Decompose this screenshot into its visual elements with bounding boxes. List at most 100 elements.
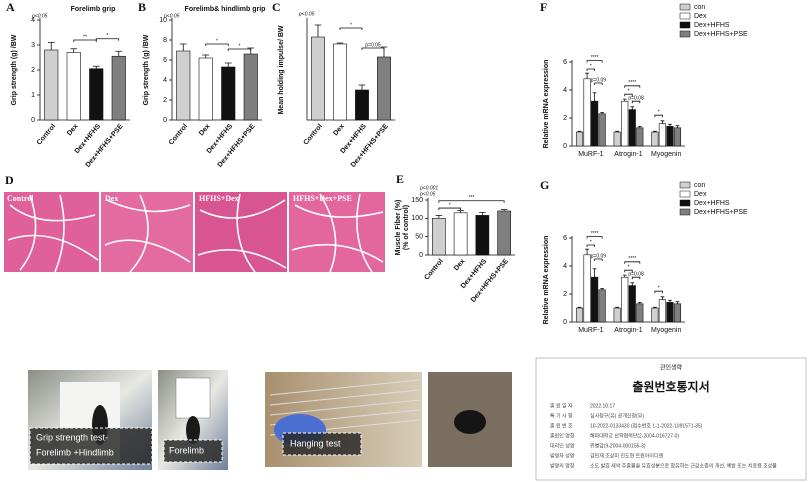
- bar: [176, 50, 191, 121]
- error-bar: [202, 54, 210, 58]
- note: p<0.05: [31, 13, 48, 19]
- error-bar: [615, 130, 620, 132]
- bar: [673, 127, 682, 147]
- significance-bracket: [586, 236, 603, 239]
- significance-label: *: [107, 33, 109, 39]
- bar: [333, 43, 347, 121]
- error-bar: [336, 42, 344, 44]
- panel-letter: A: [6, 0, 15, 14]
- photo-label-box: [29, 427, 153, 465]
- mouse: [186, 416, 200, 444]
- bar: [651, 307, 659, 323]
- y-tick-label: 8: [163, 37, 167, 44]
- panel-letter: G: [540, 178, 549, 192]
- photo-label: Hanging test: [290, 438, 341, 448]
- histology-label: Control: [7, 194, 34, 203]
- bar: [311, 36, 325, 121]
- x-tick-label: Dex: [198, 123, 212, 137]
- significance-label: *: [239, 43, 241, 49]
- significance-bracket: [594, 258, 603, 261]
- histology: D Control Dex HFHS+Dex HFHS+Dex+PSE: [4, 173, 385, 273]
- doc-field: 특 기 사 항: [550, 412, 573, 419]
- error-bar: [358, 84, 366, 90]
- legend-label: con: [694, 182, 705, 189]
- legend-swatch: [679, 12, 691, 20]
- legend-swatch: [679, 3, 691, 11]
- y-axis-label: (% of control): [403, 205, 410, 250]
- significance-bracket: [631, 100, 641, 104]
- significance-label: *: [449, 202, 451, 208]
- error-bar: [622, 274, 627, 278]
- error-bar: [668, 123, 672, 127]
- cage-wire: [269, 379, 421, 436]
- document-page: [535, 357, 807, 481]
- significance-bracket: [594, 82, 603, 85]
- bar: [666, 302, 674, 323]
- y-tick-label: 2: [563, 115, 567, 122]
- doc-field: 발명자 성명: [550, 452, 574, 459]
- bar: [591, 276, 599, 323]
- doc-value: 10-2022-0133430 (접수번호 1-1-2022-1091571-3…: [590, 422, 703, 429]
- note: p<0.05: [419, 191, 436, 197]
- y-axis-label: Relative mRNA expression: [543, 60, 550, 149]
- photo-label: Grip strength test-: [36, 432, 108, 442]
- error-bar: [585, 248, 589, 255]
- significance-bracket: [654, 114, 663, 118]
- y-tick-label: 1: [31, 92, 35, 99]
- significance-bracket: [339, 27, 363, 30]
- significance-bracket: [361, 47, 385, 50]
- y-tick-label: 0: [563, 319, 567, 326]
- bar: [658, 299, 666, 323]
- significance-bracket: [205, 43, 229, 46]
- error-bar: [675, 125, 680, 128]
- doc-value: 김민재 조상미 진도현 트윈아이디엔: [590, 452, 664, 459]
- significance-label: *: [590, 63, 592, 69]
- histology-label: HFHS+Dex+PSE: [293, 194, 352, 203]
- chart-title: Forelimb grip: [71, 6, 116, 13]
- legend-label: Dex+HFHS+PSE: [694, 209, 748, 216]
- bar: [355, 89, 369, 121]
- y-tick-label: 2: [31, 67, 35, 74]
- x-tick-label: Control: [423, 258, 444, 282]
- error-bar: [115, 50, 123, 57]
- bar: [636, 127, 644, 147]
- bar: [636, 303, 644, 323]
- significance-label: p=0.09: [591, 253, 607, 259]
- bar: [628, 109, 636, 147]
- doc-value: 소도 발효 새싹 추출물을 유효성분으로 함유하는 근감소증의 개선, 예방 또…: [590, 462, 777, 469]
- x-tick-label: Control: [168, 123, 189, 147]
- bar: [613, 131, 621, 147]
- bar: [243, 53, 258, 121]
- bar: [658, 123, 666, 147]
- bar: [497, 210, 511, 256]
- legend-swatch: [679, 21, 691, 29]
- doc-value: 위병감(9-2004-000155-3): [590, 442, 646, 449]
- y-axis-label: Relative mRNA expression: [543, 236, 550, 325]
- doc-value: 해마대학교 산학협력단(2-2004-016727-0): [590, 432, 679, 439]
- y-tick-label: 10: [159, 17, 167, 24]
- significance-label: ***: [469, 195, 475, 201]
- y-tick-label: 6: [563, 59, 567, 66]
- bar: [621, 276, 629, 323]
- error-bar: [585, 72, 589, 79]
- x-tick-label: Dex: [66, 123, 80, 137]
- legend-swatch: [679, 181, 691, 189]
- photo-label: Forelimb +Hindlimb: [36, 447, 114, 457]
- significance-label: ****: [591, 55, 599, 61]
- significance-bracket: [586, 68, 595, 71]
- bar: [613, 307, 621, 323]
- doc-value: 2022.10.17: [590, 403, 615, 409]
- photos: Grip strength test- Forelimb +Hindlimb F…: [28, 370, 512, 470]
- doc-field: 출 원 일 자: [550, 402, 573, 409]
- y-tick-label: 3: [31, 42, 35, 49]
- y-tick-label: 4: [31, 17, 35, 24]
- bar: [598, 113, 606, 147]
- y-axis-label: Muscle Fiber (%): [395, 200, 402, 256]
- y-tick-label: 6: [563, 235, 567, 242]
- error-bar: [600, 112, 605, 114]
- error-bar: [592, 92, 597, 102]
- doc-field: 출 원 번 호: [550, 422, 573, 429]
- histology-image: [4, 192, 99, 272]
- bar: [583, 254, 591, 323]
- significance-bracket: [624, 269, 633, 273]
